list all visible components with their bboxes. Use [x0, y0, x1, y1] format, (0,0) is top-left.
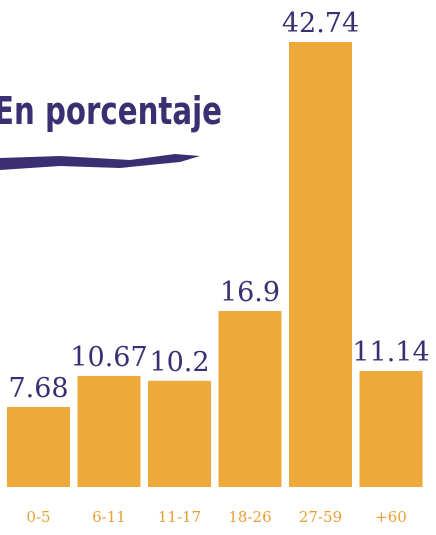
x-tick-label: 0-5	[26, 508, 50, 526]
x-tick-label: 18-26	[228, 508, 271, 526]
value-label: 10.67	[70, 342, 147, 373]
value-label: 7.68	[8, 373, 68, 404]
value-label: 42.74	[282, 8, 359, 39]
value-label: 11.14	[352, 337, 429, 368]
bar	[7, 407, 70, 487]
brush-stroke	[0, 154, 200, 170]
x-tick-label: +60	[375, 508, 407, 526]
value-label: 10.2	[149, 347, 209, 378]
bar	[78, 376, 141, 487]
x-tick-label: 11-17	[158, 508, 201, 526]
x-tick-label: 27-59	[299, 508, 342, 526]
bar	[219, 311, 282, 487]
bar	[360, 371, 423, 487]
x-tick-label: 6-11	[92, 508, 126, 526]
chart: En porcentaje 7.68 0-5 10.67 6-11 10.2 11-17 1…	[0, 0, 436, 535]
value-label: 16.9	[220, 277, 280, 308]
bar	[148, 381, 211, 487]
bar	[289, 42, 352, 487]
chart-title: En porcentaje	[0, 89, 222, 133]
